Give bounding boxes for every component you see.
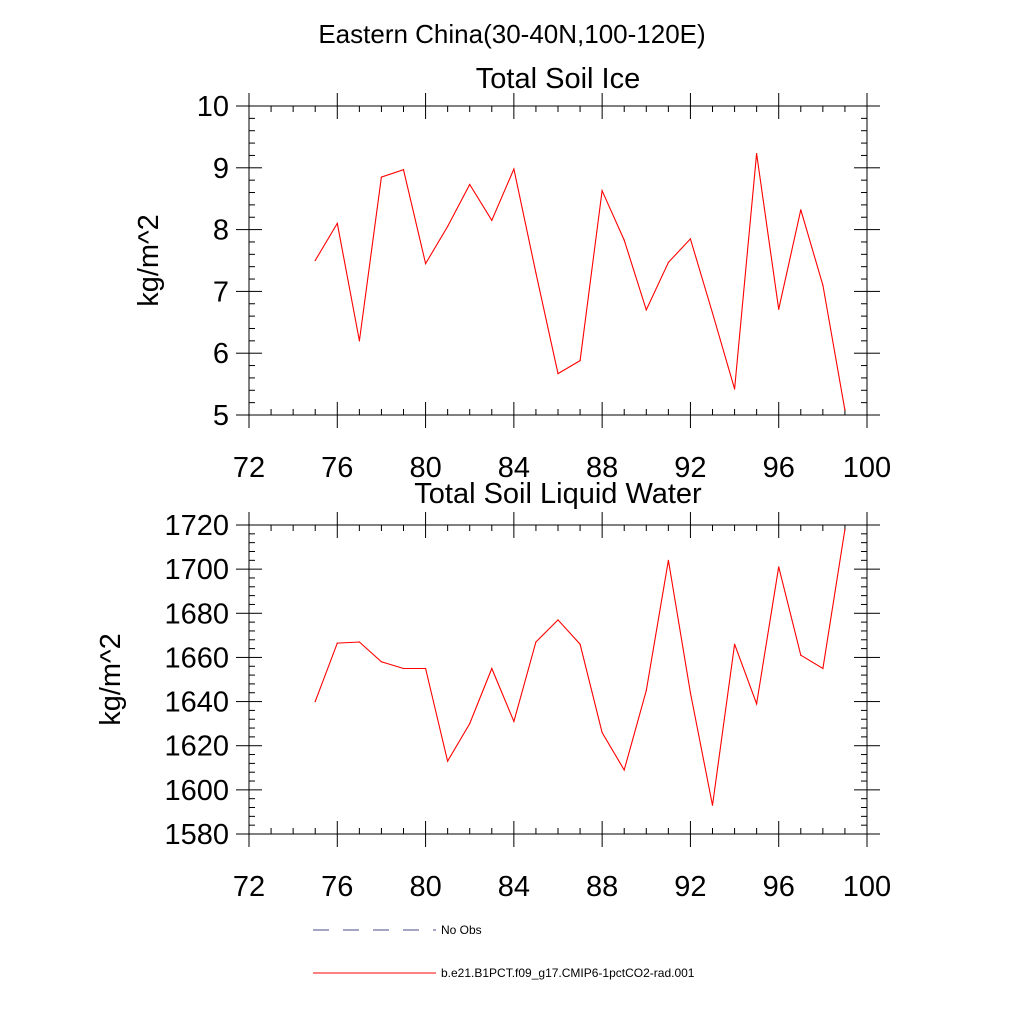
y-tick-label: 8 — [213, 215, 229, 247]
data-point — [756, 703, 758, 705]
data-point — [645, 689, 647, 692]
x-tick-label: 80 — [409, 871, 441, 903]
data-point — [844, 409, 846, 411]
data-point — [667, 261, 669, 263]
data-point — [469, 183, 471, 186]
x-tick-label: 100 — [843, 871, 891, 903]
data-point — [380, 661, 383, 663]
data-point — [447, 760, 449, 762]
panel-title: Total Soil Ice — [476, 63, 640, 95]
x-tick-label: 76 — [321, 871, 353, 903]
series-line — [314, 153, 846, 411]
data-point — [513, 720, 515, 723]
data-point — [447, 225, 449, 228]
x-tick-label: 100 — [843, 452, 891, 484]
data-point — [402, 667, 405, 670]
data-point — [424, 667, 427, 670]
data-point — [778, 308, 780, 310]
x-tick-label: 72 — [233, 452, 265, 484]
x-tick-label: 88 — [586, 871, 618, 903]
data-point — [314, 259, 316, 262]
x-tick-label: 72 — [233, 871, 265, 903]
chart-panel-soil-ice: Total Soil Ice 72 76 80 84 88 92 96 100 5 6 7 8 9 10 kg… — [133, 63, 891, 484]
data-point — [601, 731, 603, 734]
y-tick-label: 10 — [197, 91, 229, 123]
data-point — [733, 643, 736, 645]
data-point — [800, 209, 802, 211]
data-point — [667, 559, 669, 561]
data-point — [469, 723, 471, 725]
data-point — [380, 176, 383, 178]
x-tick-label: 92 — [674, 452, 706, 484]
y-tick-label: 6 — [213, 338, 229, 370]
data-point — [822, 284, 824, 286]
x-tick-label: 84 — [498, 871, 530, 903]
data-point — [314, 700, 316, 703]
data-point — [336, 642, 338, 644]
data-point — [513, 168, 515, 170]
data-point — [822, 667, 824, 670]
y-tick-label: 7 — [213, 276, 229, 308]
plot-frame — [248, 524, 868, 835]
series-line — [314, 529, 846, 806]
y-tick-label: 1700 — [164, 554, 229, 586]
y-tick-label: 1680 — [164, 598, 229, 630]
data-point — [402, 169, 405, 171]
data-point — [844, 528, 846, 531]
figure-title: Eastern China(30-40N,100-120E) — [318, 19, 705, 49]
x-tick-label: 76 — [321, 452, 353, 484]
data-point — [623, 769, 625, 771]
y-tick-label: 1600 — [164, 775, 229, 807]
data-point — [800, 654, 802, 656]
data-point — [756, 152, 758, 155]
y-tick-label: 1620 — [164, 731, 229, 763]
data-point — [358, 340, 360, 342]
x-tick-label: 80 — [409, 452, 441, 484]
data-point — [336, 222, 338, 225]
data-point — [711, 312, 714, 314]
data-point — [579, 360, 581, 362]
data-point — [491, 219, 493, 221]
x-tick-label: 88 — [586, 452, 618, 484]
data-point — [778, 566, 780, 568]
data-point — [358, 641, 360, 643]
data-point — [689, 238, 692, 240]
data-point — [557, 372, 559, 375]
x-tick-label: 96 — [763, 871, 795, 903]
x-tick-label: 96 — [763, 452, 795, 484]
legend-label-series: b.e21.B1PCT.f09_g17.CMIP6-1pctCO2-rad.00… — [441, 966, 695, 980]
y-tick-label: 1720 — [164, 510, 229, 542]
y-tick-label: 1660 — [164, 642, 229, 674]
y-tick-label: 1640 — [164, 687, 229, 719]
data-point — [689, 692, 692, 694]
data-point — [601, 190, 603, 192]
data-point — [424, 262, 427, 265]
y-axis-label: kg/m^2 — [95, 633, 127, 726]
legend-label-obs: No Obs — [441, 923, 482, 937]
y-tick-label: 1580 — [164, 819, 229, 851]
data-point — [623, 239, 625, 241]
y-tick-label: 5 — [213, 400, 229, 432]
data-point — [711, 804, 714, 806]
y-tick-label: 9 — [213, 153, 229, 185]
data-point — [557, 619, 559, 621]
x-tick-label: 92 — [674, 871, 706, 903]
x-tick-label: 84 — [498, 452, 530, 484]
plot-frame — [248, 105, 868, 416]
data-point — [579, 643, 581, 645]
data-point — [491, 667, 493, 670]
data-point — [535, 641, 537, 643]
chart-panel-soil-liquid-water: Total Soil Liquid Water 72 76 80 84 88 92 96 100… — [95, 478, 891, 903]
data-point — [535, 272, 537, 274]
data-point — [733, 388, 736, 390]
data-point — [645, 309, 647, 311]
panel-title: Total Soil Liquid Water — [414, 478, 702, 510]
y-axis-label: kg/m^2 — [133, 214, 165, 307]
legend: No Obs b.e21.B1PCT.f09_g17.CMIP6-1pctCO2… — [313, 923, 695, 980]
